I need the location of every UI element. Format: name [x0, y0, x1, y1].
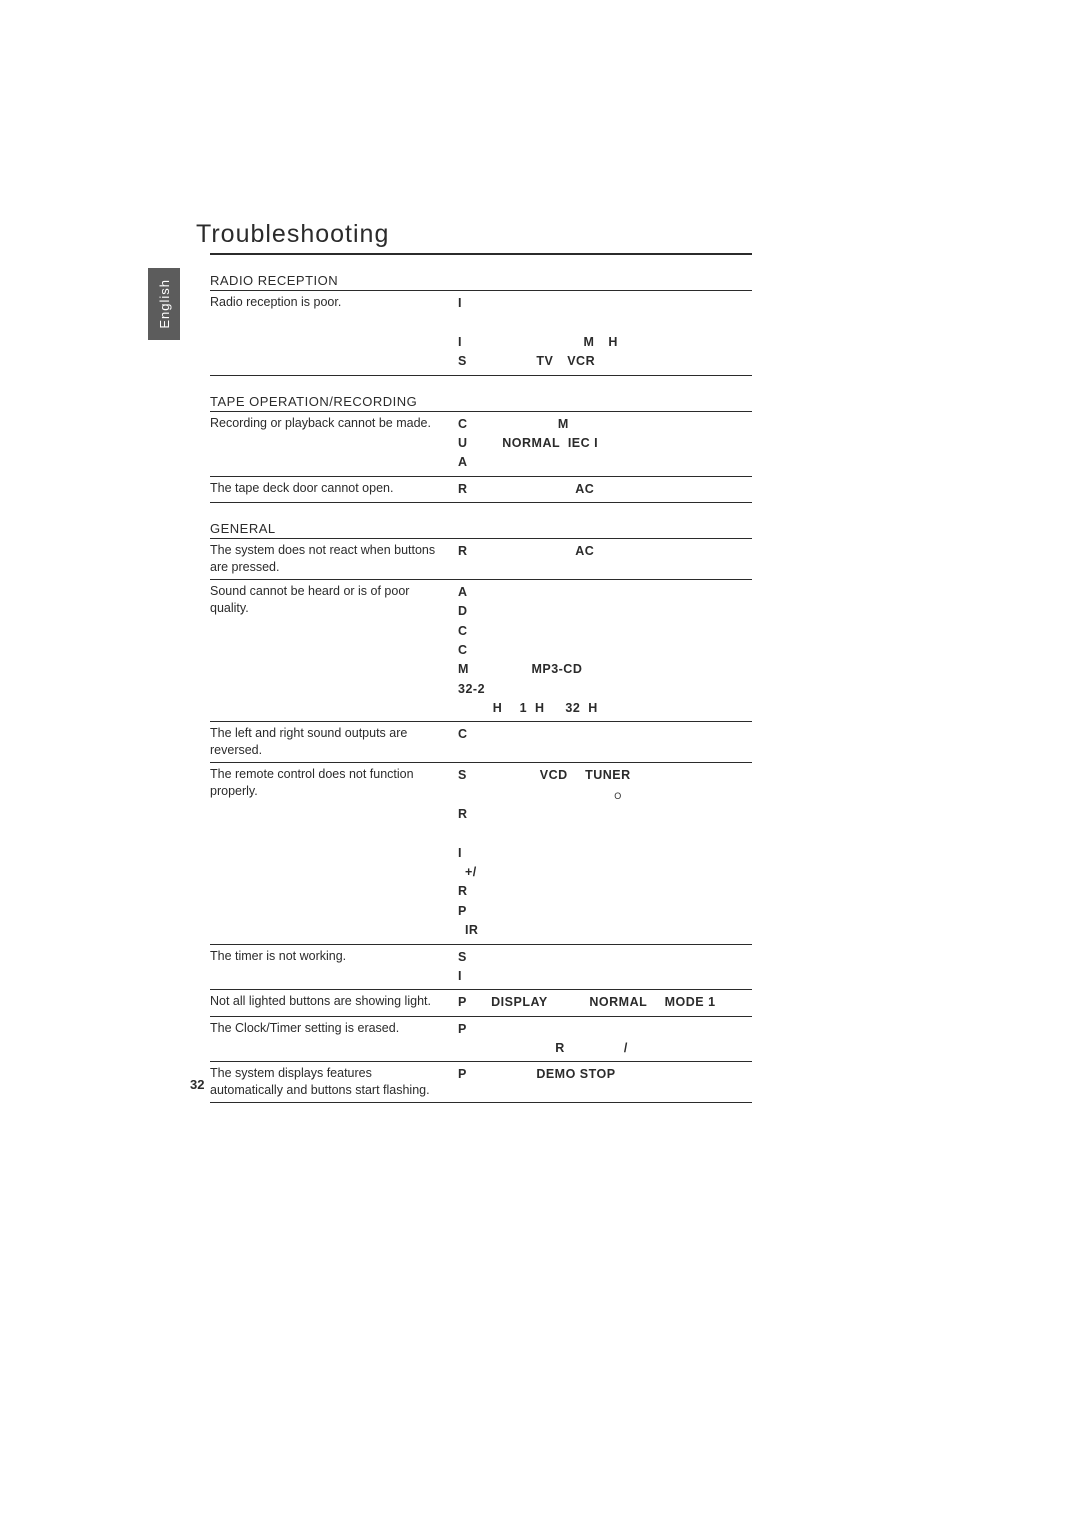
solution-text: S I [458, 948, 752, 987]
table-row: The left and right sound outputs are rev… [210, 721, 752, 762]
page-title: Troubleshooting [196, 220, 890, 249]
table-row: The remote control does not function pro… [210, 762, 752, 943]
table-row: The tape deck door cannot open. R AC [210, 476, 752, 503]
language-label: English [157, 279, 172, 329]
table-row: The system displays features automatical… [210, 1061, 752, 1103]
problem-text: The Clock/Timer setting is erased. [210, 1020, 458, 1059]
table-row: The timer is not working. S I [210, 944, 752, 990]
table-row: The system does not react when buttons a… [210, 538, 752, 579]
language-side-tab: English [148, 268, 180, 340]
section-heading: RADIO RECEPTION [210, 273, 752, 288]
problem-text: Sound cannot be heard or is of poor qual… [210, 583, 458, 719]
title-rule [210, 253, 752, 255]
solution-text: C [458, 725, 752, 759]
section-heading: TAPE OPERATION/RECORDING [210, 394, 752, 409]
solution-text: P DEMO STOP [458, 1065, 752, 1099]
solution-text: A D C C M MP3-CD 32-2 H 1 H 32 H [458, 583, 752, 719]
solution-text: I I M H S TV VCR [458, 294, 752, 372]
table-row: Sound cannot be heard or is of poor qual… [210, 579, 752, 722]
solution-text: R AC [458, 542, 752, 576]
problem-text: Recording or playback cannot be made. [210, 415, 458, 473]
solution-text: R AC [458, 480, 752, 499]
problem-text: The timer is not working. [210, 948, 458, 987]
solution-text: S VCD TUNER O R I +/ R P IR [458, 766, 752, 940]
problem-text: The remote control does not function pro… [210, 766, 458, 940]
problem-text: The system displays features automatical… [210, 1065, 458, 1099]
table-row: Recording or playback cannot be made. C … [210, 411, 752, 476]
problem-text: Not all lighted buttons are showing ligh… [210, 993, 458, 1012]
problem-text: The tape deck door cannot open. [210, 480, 458, 499]
problem-text: Radio reception is poor. [210, 294, 458, 372]
page-number: 32 [190, 1077, 204, 1092]
solution-text: P DISPLAY NORMAL MODE 1 [458, 993, 752, 1012]
problem-text: The left and right sound outputs are rev… [210, 725, 458, 759]
section-heading: GENERAL [210, 521, 752, 536]
problem-text: The system does not react when buttons a… [210, 542, 458, 576]
solution-text: C M U NORMAL IEC I A [458, 415, 752, 473]
troubleshooting-content: RADIO RECEPTION Radio reception is poor.… [210, 273, 752, 1103]
table-row: Not all lighted buttons are showing ligh… [210, 989, 752, 1015]
table-row: The Clock/Timer setting is erased. P R / [210, 1016, 752, 1062]
solution-text: P R / [458, 1020, 752, 1059]
table-row: Radio reception is poor. I I M H S TV VC… [210, 290, 752, 376]
